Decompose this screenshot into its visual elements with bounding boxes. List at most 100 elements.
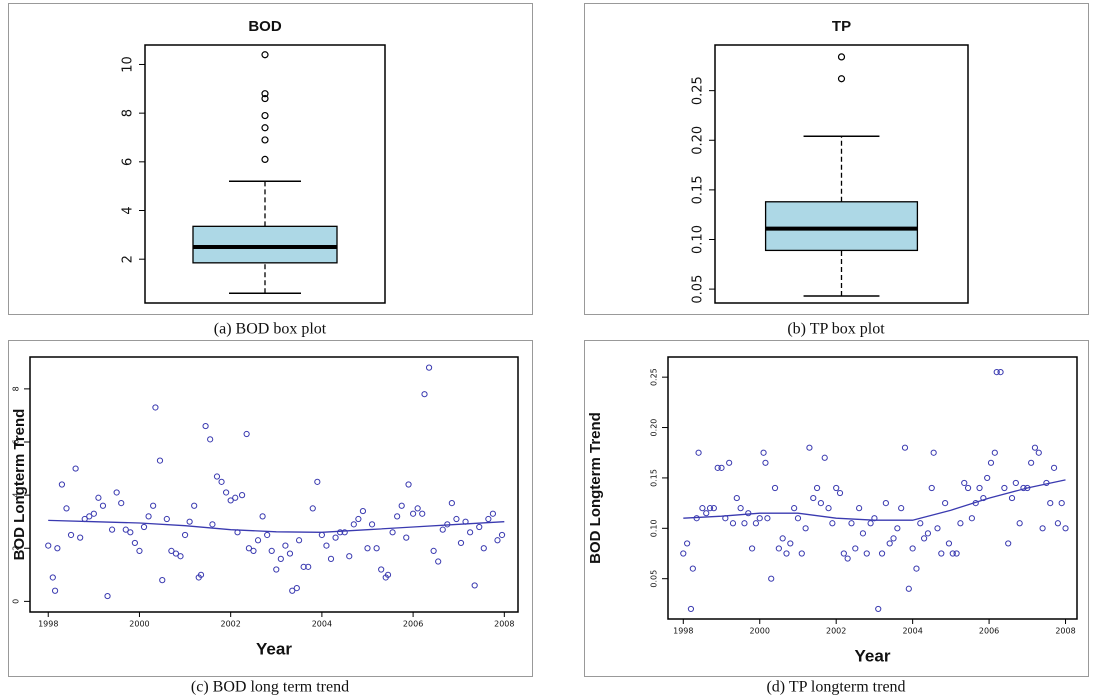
point	[156, 457, 164, 464]
point	[498, 531, 506, 539]
point	[852, 545, 859, 552]
point	[964, 484, 972, 492]
x-tick-label: 2008	[1055, 627, 1075, 636]
outlier	[837, 53, 846, 61]
point	[122, 526, 129, 533]
caption: (d) TP longterm trend	[766, 679, 905, 696]
point	[1031, 444, 1039, 451]
point	[90, 510, 97, 517]
point	[991, 449, 998, 456]
y-tick-label: 0.10	[691, 225, 706, 254]
point	[389, 529, 396, 536]
y-tick-label: 0.25	[691, 76, 706, 105]
point	[1047, 500, 1054, 507]
y-axis-label: BOD Longterm Trend	[587, 412, 604, 564]
point	[976, 484, 983, 492]
point	[425, 364, 433, 371]
point	[163, 515, 170, 523]
point	[181, 531, 189, 539]
point	[961, 479, 968, 487]
point	[1039, 525, 1046, 532]
point	[364, 545, 371, 552]
point	[684, 540, 691, 547]
x-tick-label: 2002	[826, 627, 846, 636]
panel-frame	[8, 3, 533, 315]
point	[177, 553, 184, 560]
outlier	[261, 136, 269, 144]
point	[49, 574, 56, 581]
plot-frame	[667, 356, 1078, 620]
x-tick-label: 2008	[494, 620, 514, 629]
point	[898, 505, 905, 512]
point	[238, 492, 246, 499]
point	[277, 555, 284, 562]
point	[764, 515, 771, 522]
point	[282, 542, 289, 549]
outlier	[261, 51, 269, 59]
point	[802, 525, 809, 532]
point	[1054, 520, 1061, 527]
point	[934, 525, 941, 532]
panel-frame	[584, 340, 1089, 677]
point	[300, 563, 307, 570]
point	[118, 499, 125, 507]
point	[703, 510, 710, 517]
point	[51, 587, 59, 594]
point	[867, 520, 874, 527]
point	[710, 505, 717, 512]
point	[58, 481, 66, 488]
point	[140, 523, 148, 531]
point	[798, 550, 805, 557]
outlier	[261, 124, 269, 132]
y-tick-label: 2	[12, 546, 21, 551]
point	[99, 502, 107, 509]
point	[1005, 540, 1012, 547]
point	[394, 513, 401, 520]
point	[1050, 464, 1058, 471]
outlier	[261, 155, 269, 163]
point	[378, 566, 385, 573]
y-tick-label: 0.05	[691, 275, 706, 304]
point	[718, 464, 725, 471]
point	[752, 520, 760, 527]
y-tick-label: 8	[121, 109, 136, 117]
y-tick-label: 0.20	[650, 419, 659, 437]
point	[471, 582, 478, 589]
point	[197, 571, 205, 578]
y-tick-label: 4	[121, 206, 136, 214]
point	[984, 474, 991, 482]
point	[938, 550, 945, 557]
point	[695, 449, 702, 456]
point	[414, 505, 421, 512]
point	[384, 571, 392, 578]
point	[327, 555, 335, 562]
point	[706, 505, 714, 512]
point	[227, 497, 234, 504]
point	[439, 526, 446, 533]
y-tick-label: 6	[121, 158, 136, 166]
point	[435, 558, 442, 565]
x-axis-label: Year	[256, 639, 292, 658]
trend-line	[683, 479, 1066, 521]
point	[875, 605, 882, 613]
point	[817, 500, 824, 507]
point	[997, 369, 1004, 376]
point	[323, 542, 330, 549]
point	[737, 505, 744, 512]
point	[844, 555, 851, 562]
x-tick-label: 2004	[312, 620, 332, 629]
point	[295, 537, 303, 544]
point	[213, 473, 221, 480]
plot-frame	[144, 44, 386, 304]
point	[350, 521, 357, 528]
point	[813, 484, 821, 492]
point	[840, 550, 847, 557]
y-tick-label: 0.25	[650, 368, 659, 386]
point	[403, 534, 410, 541]
point	[1062, 525, 1069, 532]
point	[95, 494, 102, 501]
point	[359, 507, 367, 515]
point	[794, 515, 802, 522]
point	[953, 550, 960, 557]
point	[250, 547, 257, 555]
